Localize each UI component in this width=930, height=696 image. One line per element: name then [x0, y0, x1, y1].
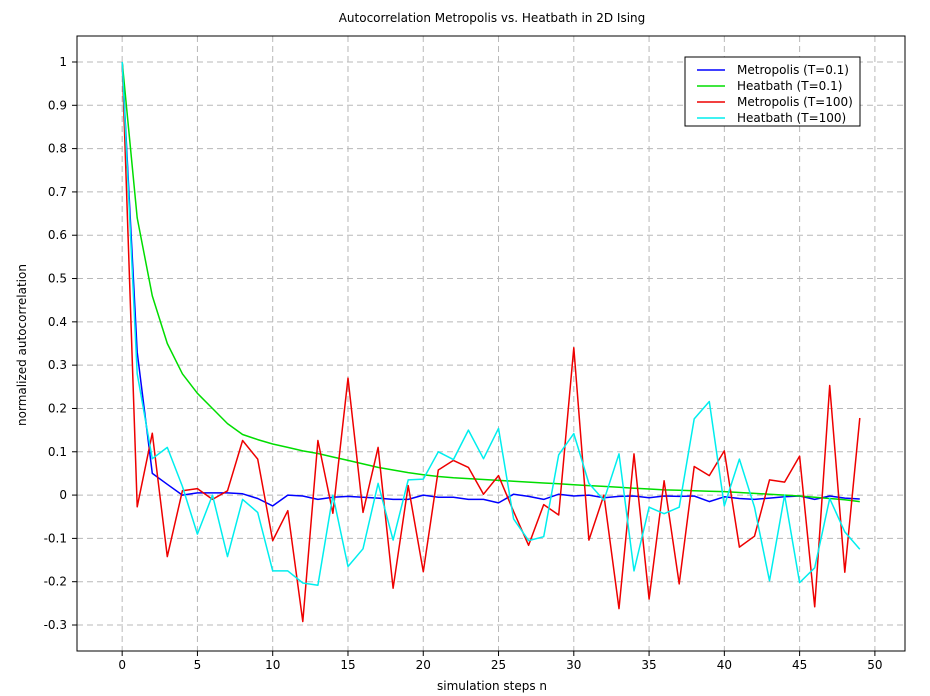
- x-axis-title: simulation steps n: [437, 679, 547, 693]
- x-tick-label: 50: [867, 658, 882, 672]
- y-tick-label: 0.9: [48, 98, 67, 112]
- y-tick-label: 0.2: [48, 401, 67, 415]
- y-tick-label: 0.4: [48, 315, 67, 329]
- legend-label: Metropolis (T=100): [737, 95, 853, 109]
- y-tick-label: 0.1: [48, 445, 67, 459]
- y-tick-label: 0.5: [48, 272, 67, 286]
- x-tick-label: 5: [194, 658, 202, 672]
- series-layer: [121, 61, 861, 623]
- y-tick-label: 0.3: [48, 358, 67, 372]
- legend-label: Metropolis (T=0.1): [737, 63, 849, 77]
- x-tick-label: 20: [416, 658, 431, 672]
- legend: Metropolis (T=0.1) Heatbath (T=0.1) Metrop…: [684, 56, 861, 127]
- series-line-metropolis-t-0-1: [121, 61, 860, 507]
- y-tick-label: 0: [59, 488, 67, 502]
- legend-label: Heatbath (T=100): [737, 111, 846, 125]
- y-tick-label: -0.1: [44, 531, 67, 545]
- x-tick-label: 10: [265, 658, 280, 672]
- series-line-metropolis-t-100: [121, 61, 861, 623]
- legend-label: Heatbath (T=0.1): [737, 79, 842, 93]
- x-tick-label: 45: [792, 658, 807, 672]
- x-tick-label: 30: [566, 658, 581, 672]
- y-tick-label: 0.7: [48, 185, 67, 199]
- y-tick-label: 0.6: [48, 228, 67, 242]
- x-tick-label: 25: [491, 658, 506, 672]
- y-axis-title: normalized autocorrelation: [15, 264, 29, 426]
- y-tick-label: -0.3: [44, 618, 67, 632]
- x-tick-label: 0: [118, 658, 126, 672]
- x-tick-label: 15: [340, 658, 355, 672]
- tick-layer: 0 5 10 15 20 25 30 35 40 45 50 -0.3 -0.2 -0.1 0 0.1 0.2 0…: [44, 55, 883, 672]
- y-tick-label: 0.8: [48, 142, 67, 156]
- x-tick-label: 35: [641, 658, 656, 672]
- chart-title: Autocorrelation Metropolis vs. Heatbath …: [339, 11, 646, 25]
- legend-box: [684, 56, 861, 127]
- series-line-heatbath-t-0-1: [121, 61, 860, 503]
- y-tick-label: 1: [59, 55, 67, 69]
- grid-layer: [77, 36, 905, 651]
- x-tick-label: 40: [717, 658, 732, 672]
- series-line-heatbath-t-100: [121, 61, 861, 586]
- y-tick-label: -0.2: [44, 575, 67, 589]
- plot-frame: [76, 35, 906, 652]
